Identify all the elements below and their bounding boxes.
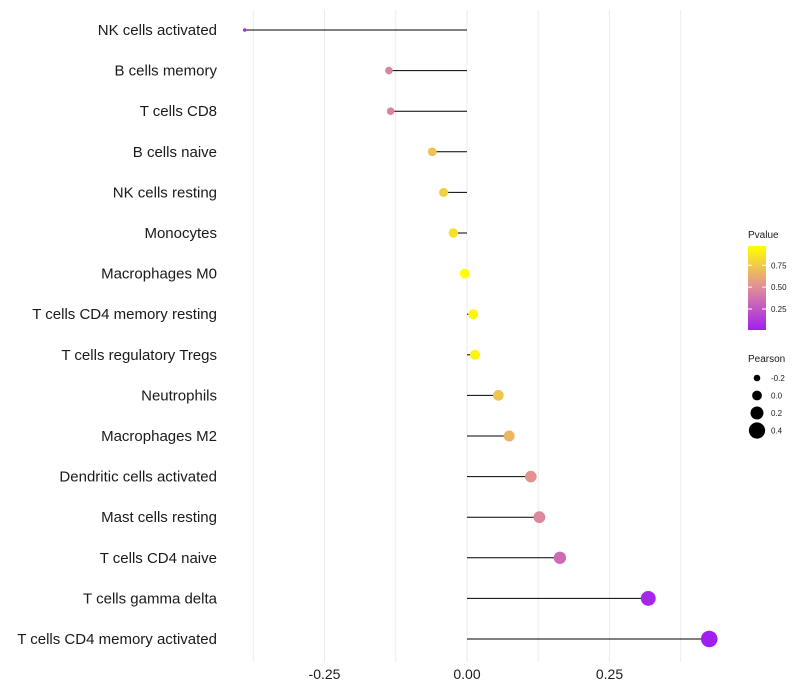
category-label: T cells gamma delta [83, 590, 218, 607]
category-label: Macrophages M0 [101, 266, 217, 283]
lollipop-point [640, 590, 656, 606]
category-label: Neutrophils [141, 387, 217, 404]
colorbar-label: 0.25 [771, 305, 787, 314]
size-legend-label: 0.0 [771, 392, 783, 401]
lollipop-point [459, 268, 470, 279]
stems-layer [244, 29, 710, 640]
lollipop-point [469, 349, 480, 360]
category-label: B cells memory [114, 63, 217, 80]
lollipop-point [553, 551, 567, 565]
lollipop-point [503, 430, 515, 442]
x-tick-label: -0.25 [309, 666, 341, 682]
grid-layer [252, 10, 682, 662]
size-legend-label: 0.2 [771, 409, 783, 418]
lollipop-point [700, 630, 718, 648]
size-legend-label: -0.2 [771, 374, 785, 383]
category-label: Monocytes [144, 225, 217, 242]
category-labels: NK cells activated B cells memory T cells … [17, 22, 217, 648]
category-label: B cells naive [133, 144, 217, 161]
pvalue-legend-title: Pvalue [748, 230, 779, 241]
lollipop-point [242, 28, 247, 32]
points-layer [242, 28, 718, 648]
pearson-legend: Pearson -0.2 0.0 0.2 0.4 [748, 354, 785, 439]
size-legend-key [750, 406, 764, 420]
category-label: Mast cells resting [101, 509, 217, 526]
lollipop-point [386, 107, 395, 116]
pearson-legend-title: Pearson [748, 354, 785, 365]
category-label: T cells regulatory Tregs [61, 347, 217, 364]
category-label: T cells CD8 [140, 103, 217, 120]
category-label: T cells CD4 memory resting [32, 306, 217, 323]
x-axis-tick-labels: -0.25 0.00 0.25 [309, 666, 624, 682]
lollipop-point [439, 187, 449, 197]
x-tick-label: 0.00 [453, 666, 480, 682]
colorbar-label: 0.50 [771, 283, 787, 292]
size-legend-key [748, 422, 766, 439]
lollipop-point [525, 470, 537, 483]
pvalue-colorbar [748, 246, 766, 330]
pvalue-legend: Pvalue 0.75 0.50 0.25 [748, 230, 787, 330]
lollipop-point [385, 66, 393, 75]
size-legend-label: 0.4 [771, 427, 783, 436]
lollipop-point [468, 309, 479, 320]
lollipop-point [448, 228, 459, 238]
lollipop-point [533, 511, 546, 524]
colorbar-label: 0.75 [771, 261, 787, 270]
category-label: T cells CD4 naive [100, 550, 217, 567]
lollipop-point [493, 390, 504, 401]
size-legend-key [753, 374, 761, 382]
size-legend-key [752, 390, 762, 401]
category-label: Macrophages M2 [101, 428, 217, 445]
category-label: NK cells resting [113, 184, 217, 201]
category-label: T cells CD4 memory activated [17, 631, 217, 648]
category-label: Dendritic cells activated [59, 469, 217, 486]
category-label: NK cells activated [98, 22, 217, 39]
lollipop-point [427, 147, 437, 157]
x-tick-label: 0.25 [596, 666, 623, 682]
